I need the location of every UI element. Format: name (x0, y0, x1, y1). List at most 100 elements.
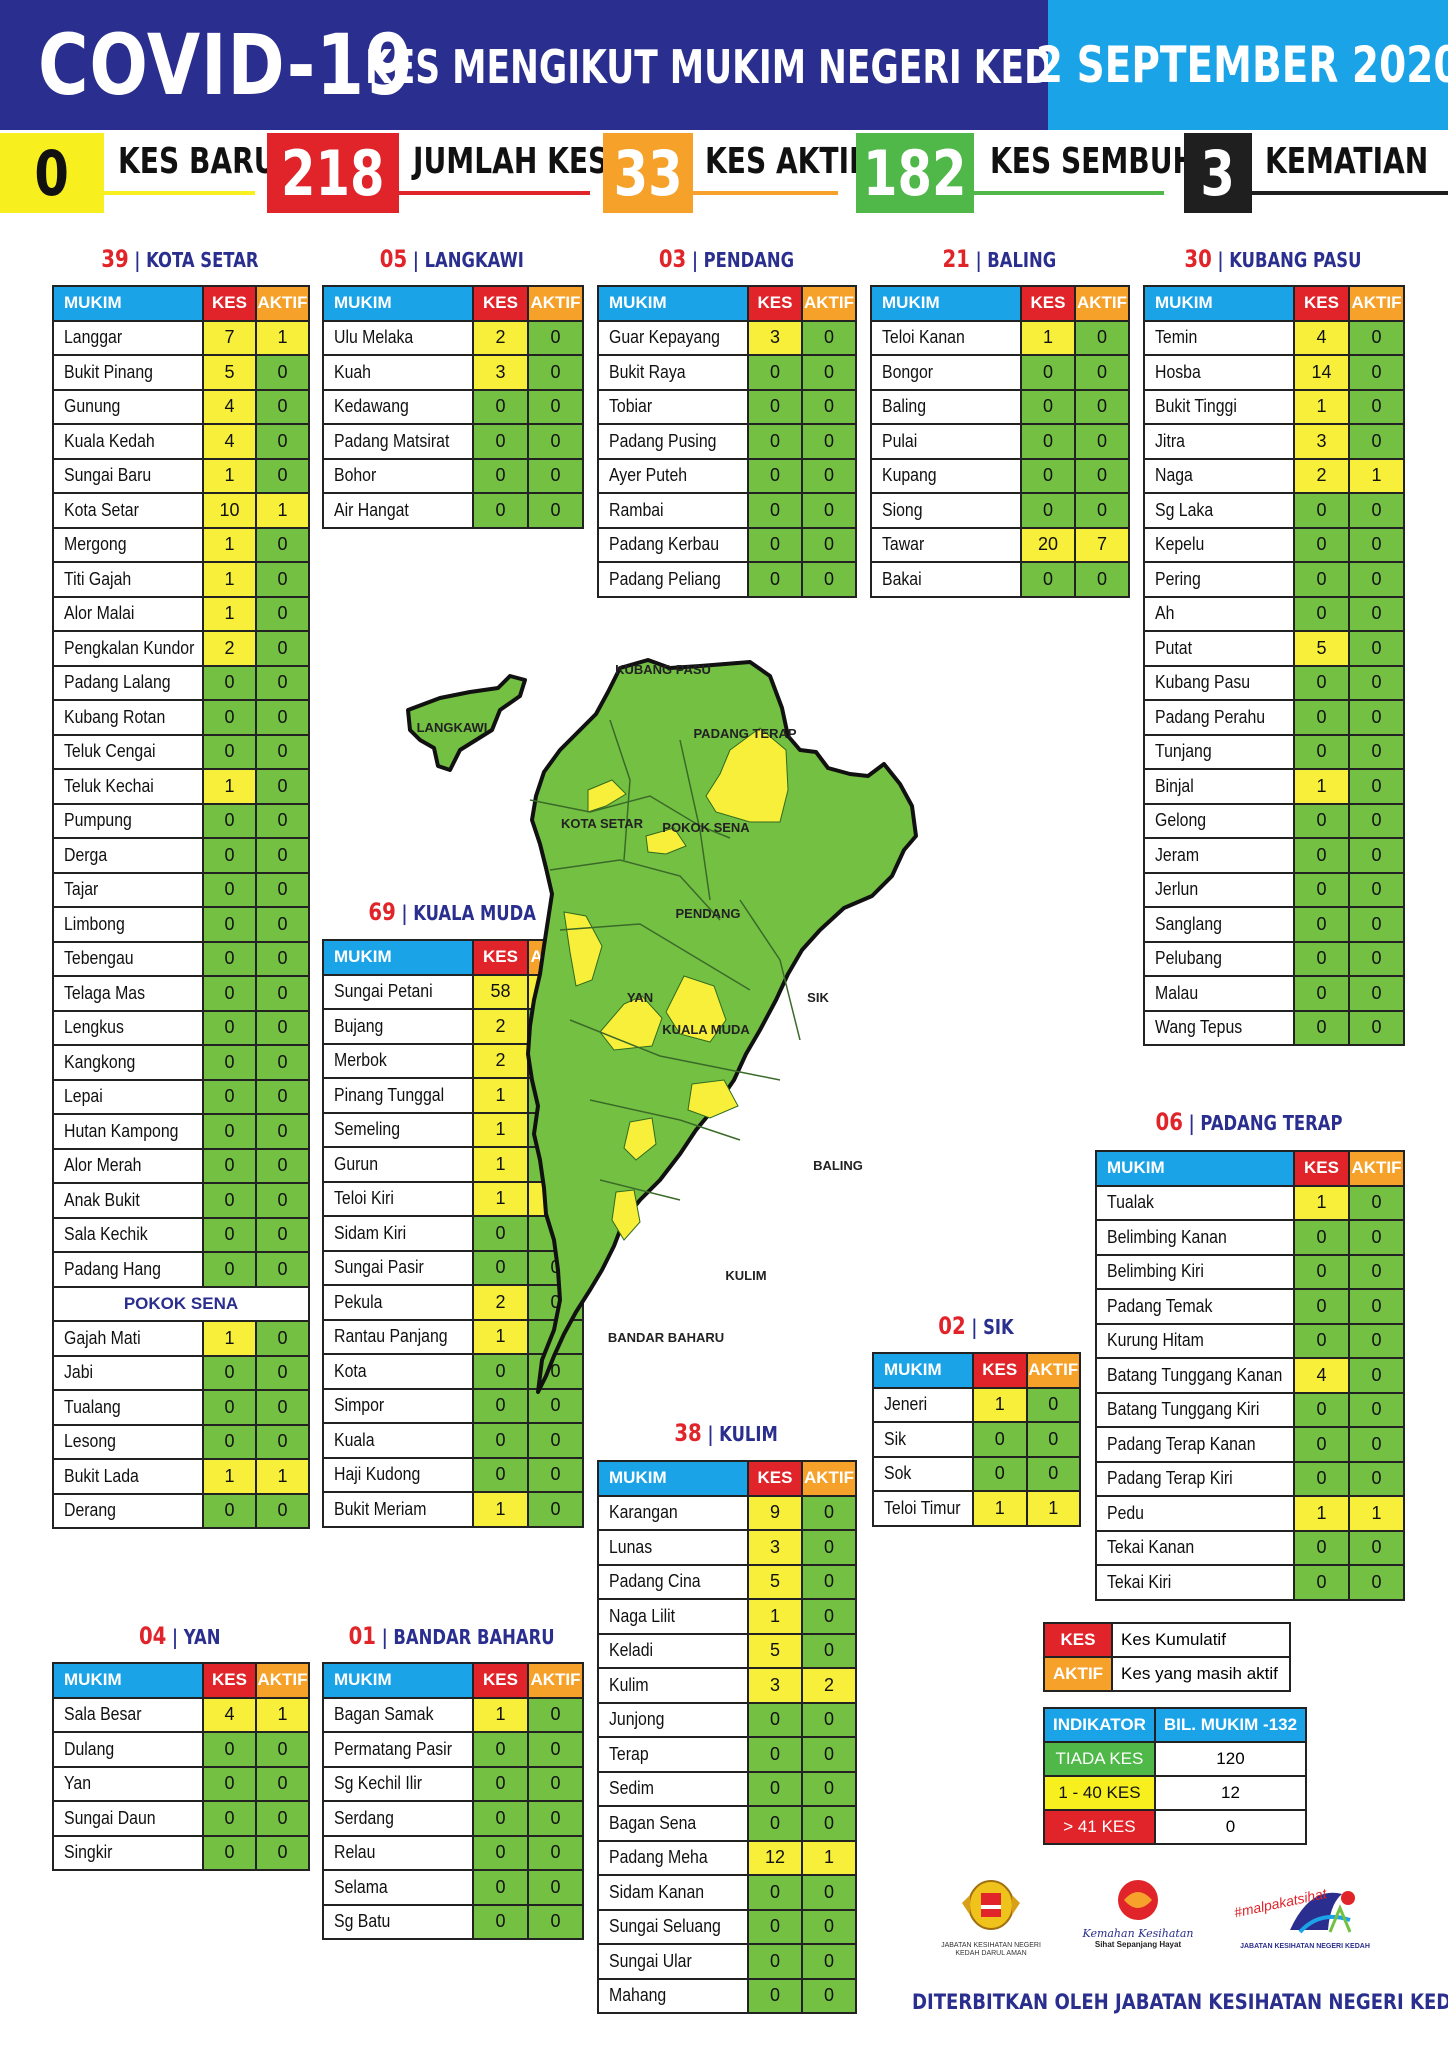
malpakatsihat-logo: #malpakatsihat JABATAN KESIHATAN NEGERI … (1225, 1880, 1385, 1972)
aktif-value: 0 (256, 666, 309, 701)
column-header-aktif: AKTIF (528, 286, 583, 321)
kes-value: 3 (473, 355, 528, 390)
aktif-value: 0 (256, 1218, 309, 1253)
mukim-name: Bukit Lada (53, 1459, 203, 1494)
aktif-value: 0 (802, 321, 856, 356)
table-row: Bukit Meriam 1 0 (323, 1492, 583, 1527)
mukim-name: Sala Besar (53, 1698, 203, 1733)
table-row: Sg Laka 0 0 (1144, 493, 1404, 528)
table-row: Lengkus 0 0 (53, 1011, 309, 1046)
aktif-value: 0 (256, 1080, 309, 1115)
mukim-name: Karangan (598, 1496, 748, 1531)
kes-value: 0 (1294, 666, 1349, 701)
mukim-name: Teloi Timur (873, 1491, 973, 1526)
mukim-name: Pengkalan Kundor (53, 631, 203, 666)
kes-value: 0 (203, 1425, 256, 1460)
aktif-value: 0 (802, 1599, 856, 1634)
mukim-name: Padang Terap Kiri (1096, 1462, 1294, 1497)
table-row: Bongor 0 0 (871, 355, 1129, 390)
table-row: Kangkong 0 0 (53, 1045, 309, 1080)
mukim-name: Tawar (871, 528, 1021, 563)
aktif-value: 0 (802, 355, 856, 390)
column-header-kes: KES (748, 286, 802, 321)
column-header-mukim: MUKIM (53, 1663, 203, 1698)
kes-value: 4 (203, 390, 256, 425)
table-row: Lepai 0 0 (53, 1080, 309, 1115)
kes-value: 0 (1294, 873, 1349, 908)
aktif-value: 0 (802, 1703, 856, 1738)
column-header-kes: KES (203, 1663, 256, 1698)
table-row: Tualang 0 0 (53, 1390, 309, 1425)
table-row: Keladi 5 0 (598, 1634, 856, 1669)
district-name: BANDAR BAHARU (394, 1625, 555, 1649)
header-title-bar: COVID-19 KES MENGIKUT MUKIM NEGERI KEDAH (0, 0, 1048, 130)
district-name: BALING (987, 248, 1056, 272)
aktif-value: 0 (1349, 528, 1404, 563)
logo3-subtext: JABATAN KESIHATAN NEGERI KEDAH (1225, 1943, 1385, 1950)
kes-value: 0 (473, 1870, 528, 1905)
aktif-value: 2 (802, 1668, 856, 1703)
aktif-value: 0 (256, 355, 309, 390)
mukim-name: Selama (323, 1870, 473, 1905)
aktif-value: 0 (1349, 735, 1404, 770)
kes-value: 1 (203, 1459, 256, 1494)
column-header-mukim: MUKIM (323, 1663, 473, 1698)
mukim-name: Hutan Kampong (53, 1114, 203, 1149)
aktif-value: 0 (1027, 1388, 1081, 1423)
kes-value: 0 (748, 1703, 802, 1738)
table-row: Kubang Pasu 0 0 (1144, 666, 1404, 701)
column-header-mukim: MUKIM (323, 286, 473, 321)
aktif-value: 0 (256, 1356, 309, 1391)
aktif-value: 0 (256, 976, 309, 1011)
mukim-name: Lepai (53, 1080, 203, 1115)
table-row: Gelong 0 0 (1144, 804, 1404, 839)
mukim-name: Limbong (53, 907, 203, 942)
district-total: 21 (942, 245, 969, 273)
mukim-name: Pelubang (1144, 942, 1294, 977)
mukim-name: Tajar (53, 873, 203, 908)
mukim-name: Bagan Samak (323, 1698, 473, 1733)
table-row: Padang Peliang 0 0 (598, 562, 856, 597)
aktif-value: 0 (802, 528, 856, 563)
aktif-value: 0 (528, 355, 583, 390)
column-header-aktif: AKTIF (802, 286, 856, 321)
table-row: Derang 0 0 (53, 1494, 309, 1529)
mukim-name: Pering (1144, 562, 1294, 597)
kes-value: 1 (1294, 1186, 1349, 1221)
table-row: Siong 0 0 (871, 493, 1129, 528)
aktif-value: 0 (528, 459, 583, 494)
table-row: Pelubang 0 0 (1144, 942, 1404, 977)
aktif-value: 0 (256, 1183, 309, 1218)
mukim-name: Bukit Meriam (323, 1492, 473, 1527)
table-header-row: MUKIMKESAKTIF (1096, 1151, 1404, 1186)
table-row: Teloi Timur 1 1 (873, 1491, 1080, 1526)
table-row: Lesong 0 0 (53, 1425, 309, 1460)
column-header-aktif: AKTIF (256, 286, 309, 321)
district-total: 01 (349, 1622, 376, 1650)
table-row: Kurung Hitam 0 0 (1096, 1324, 1404, 1359)
kes-value: 1 (203, 459, 256, 494)
kes-value: 5 (748, 1634, 802, 1669)
table-row: Sedim 0 0 (598, 1772, 856, 1807)
mukim-name: Malau (1144, 976, 1294, 1011)
aktif-value: 0 (802, 1979, 856, 2014)
kes-value: 0 (1294, 597, 1349, 632)
kes-value: 20 (1021, 528, 1075, 563)
aktif-value: 0 (1349, 907, 1404, 942)
aktif-value: 0 (1349, 769, 1404, 804)
mukim-name: Padang Hang (53, 1252, 203, 1287)
aktif-value: 1 (256, 493, 309, 528)
district-total: 03 (658, 245, 685, 273)
table-row: Bohor 0 0 (323, 459, 583, 494)
kes-value: 0 (1294, 1427, 1349, 1462)
kes-value: 0 (1294, 735, 1349, 770)
kes-value: 0 (1294, 1220, 1349, 1255)
table-row: Selama 0 0 (323, 1870, 583, 1905)
kes-value: 0 (473, 1905, 528, 1940)
table-row: Sungai Ular 0 0 (598, 1944, 856, 1979)
table-row: Belimbing Kanan 0 0 (1096, 1220, 1404, 1255)
kes-value: 5 (203, 355, 256, 390)
aktif-value: 0 (1349, 424, 1404, 459)
mukim-name: Padang Lalang (53, 666, 203, 701)
aktif-value: 0 (256, 1114, 309, 1149)
